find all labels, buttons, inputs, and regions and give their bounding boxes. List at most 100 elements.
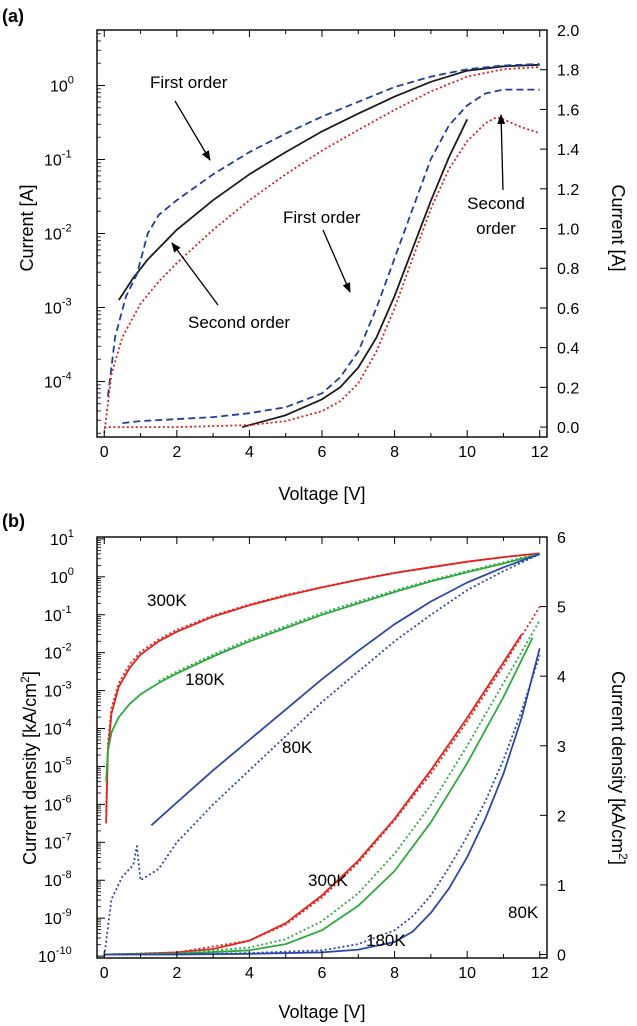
panel-a-x-tick-label: 12 <box>531 444 549 461</box>
panel-b-series-2-line <box>105 553 540 782</box>
panel-a-annotation-first-order-right: First order <box>283 208 361 227</box>
panel-b-x-tick-label: 2 <box>172 965 181 982</box>
panel-a-arrow-first-order-left <box>174 100 211 161</box>
panel-b-x-tick-label: 12 <box>531 965 549 982</box>
panel-b-annotation-300k-log: 300K <box>147 591 187 610</box>
panel-b-annotation-80k-linear: 80K <box>508 903 539 922</box>
panel-b-y-left-tick-label: 10-3 <box>44 680 72 701</box>
panel-a-y-right-tick-label: 0.4 <box>557 341 579 358</box>
panel-a-annotation-second-order-left: Second order <box>188 313 290 332</box>
panel-b-x-tick-label: 6 <box>318 965 327 982</box>
panel-a-xlabel: Voltage [V] <box>278 484 365 504</box>
panel-b-y-right-tick-label: 0 <box>557 948 566 965</box>
panel-b-series-6-line <box>104 633 523 956</box>
panel-a-x-tick-label: 6 <box>318 444 327 461</box>
panel-b-series-3-line <box>158 552 540 682</box>
panel-b-ylabel-left-sup: 2 <box>18 676 32 683</box>
panel-a-annotation-order-right: order <box>476 219 516 238</box>
panel-b-y-right-tick-label: 6 <box>557 530 566 547</box>
panel-a-arrow-second-order-left <box>171 242 219 306</box>
panel-a-series-3-line <box>241 118 469 428</box>
panel-b-y-left-tick-label: 10-2 <box>44 642 72 663</box>
panel-a-x-tick-label: 10 <box>458 444 476 461</box>
panel-a-y-right-tick-label: 0.6 <box>557 301 579 318</box>
panel-a-y-right-tick-label: 1.6 <box>557 102 579 119</box>
panel-b-x-tick-label: 10 <box>458 965 476 982</box>
panel-a-y-left-tick-label: 10-3 <box>44 297 72 318</box>
panel-b-x-tick-label: 4 <box>245 965 254 982</box>
panel-a-y-left-tick-label: 10-4 <box>44 371 72 392</box>
panel-b-series-10-line <box>104 648 541 956</box>
panel-a-series-1-line <box>107 63 540 397</box>
panel-a: (a) Voltage [V] Current [A] Current [A] … <box>2 6 628 504</box>
panel-a-y-left-tick-label: 10-2 <box>44 223 72 244</box>
panel-a-y-left-tick-label: 10-1 <box>44 149 72 170</box>
panel-b-series-11-line <box>104 655 541 956</box>
panel-a-plot: 0 2 4 6 8 10 12 100 10-1 10-2 10-3 10-4 0.0 0.2 0.4 0.6… <box>44 23 579 461</box>
panel-b-y-left-tick-label: 10-7 <box>44 831 72 852</box>
panel-b-plot: 0 2 4 6 8 10 1210110010-110-210-310-410-510-61… <box>38 528 566 982</box>
panel-b-series-5-line <box>103 553 541 957</box>
panel-b-series-4-line <box>150 553 541 826</box>
panel-b-series-9-line <box>104 620 541 956</box>
panel-a-y-right-tick-label: 1.0 <box>557 222 579 239</box>
panel-b-ylabel-right: Current density [kA/cm2] <box>608 671 630 865</box>
panel-b-y-left-tick-label: 10-6 <box>44 793 72 814</box>
panel-b-ylabel-left-base: Current density [kA/cm <box>20 683 40 865</box>
panel-a-series-5-line <box>104 116 540 429</box>
panel-b-y-left-tick-label: 10-5 <box>44 755 72 776</box>
panel-b-y-right-tick-label: 3 <box>557 739 566 756</box>
panel-b-xlabel: Voltage [V] <box>278 1002 365 1022</box>
panel-b-x-tick-label: 0 <box>100 965 109 982</box>
panel-a-ylabel-left: Current [A] <box>17 184 37 271</box>
panel-b: (b) Voltage [V] Current density [kA/cm2]… <box>2 511 630 1022</box>
panel-b-y-left-tick-label: 101 <box>50 528 74 549</box>
panel-b-label: (b) <box>2 511 25 531</box>
panel-a-annotation-second-right: Second <box>467 194 525 213</box>
panel-b-ylabel-right-end: ] <box>608 860 628 865</box>
panel-b-ylabel-left-end: ] <box>20 671 40 676</box>
panel-a-x-tick-label: 8 <box>390 444 399 461</box>
panel-a-arrow-second-right <box>497 114 506 191</box>
panel-b-ylabel-left: Current density [kA/cm2] <box>18 671 40 865</box>
panel-b-annotation-80k-log: 80K <box>282 738 313 757</box>
panel-a-y-right-tick-label: 0.0 <box>557 420 579 437</box>
panel-a-series-2-line <box>103 66 540 434</box>
panel-a-x-tick-label: 0 <box>100 444 109 461</box>
panel-a-x-tick-label: 4 <box>245 444 254 461</box>
panel-a-series-0-line <box>118 63 540 301</box>
panel-a-label: (a) <box>2 6 24 26</box>
panel-a-y-left-tick-label: 100 <box>50 75 74 96</box>
panel-a-y-right-tick-label: 1.8 <box>557 63 579 80</box>
panel-a-y-right-tick-label: 1.4 <box>557 142 579 159</box>
panel-a-y-right-tick-label: 2.0 <box>557 23 579 40</box>
panel-b-ylabel-right-sup: 2 <box>616 853 630 860</box>
panel-b-series-7-line <box>104 606 541 956</box>
panel-a-series-4-line <box>122 88 540 424</box>
panel-b-annotation-180k-linear: 180K <box>366 931 406 950</box>
panel-b-y-left-tick-label: 10-9 <box>44 907 72 928</box>
panel-b-series-8-line <box>104 637 534 956</box>
panel-b-y-right-tick-label: 1 <box>557 878 566 895</box>
panel-b-y-left-tick-label: 10-4 <box>44 718 72 739</box>
panel-b-y-left-tick-label: 10-10 <box>38 945 72 966</box>
panel-b-y-left-tick-label: 100 <box>50 566 74 587</box>
panel-b-ylabel-right-base: Current density [kA/cm <box>608 671 628 853</box>
panel-a-arrow-first-order-right <box>322 229 351 293</box>
panel-b-y-right-tick-label: 5 <box>557 600 566 617</box>
panel-b-annotation-180k-log: 180K <box>185 670 225 689</box>
panel-b-y-right-tick-label: 4 <box>557 669 566 686</box>
panel-b-y-left-tick-label: 10-8 <box>44 869 72 890</box>
panel-a-y-right-tick-label: 0.2 <box>557 380 579 397</box>
panel-a-y-right-tick-label: 0.8 <box>557 261 579 278</box>
panel-b-y-right-tick-label: 2 <box>557 808 566 825</box>
panel-b-y-left-tick-label: 10-1 <box>44 604 72 625</box>
panel-a-y-right-tick-label: 1.2 <box>557 182 579 199</box>
panel-b-annotation-300k-linear: 300K <box>308 871 348 890</box>
panel-a-annotation-first-order-left: First order <box>150 73 228 92</box>
panel-a-x-tick-label: 2 <box>172 444 181 461</box>
panel-b-x-tick-label: 8 <box>390 965 399 982</box>
panel-a-ylabel-right: Current [A] <box>608 184 628 271</box>
panel-b-series-0-line <box>105 552 540 824</box>
